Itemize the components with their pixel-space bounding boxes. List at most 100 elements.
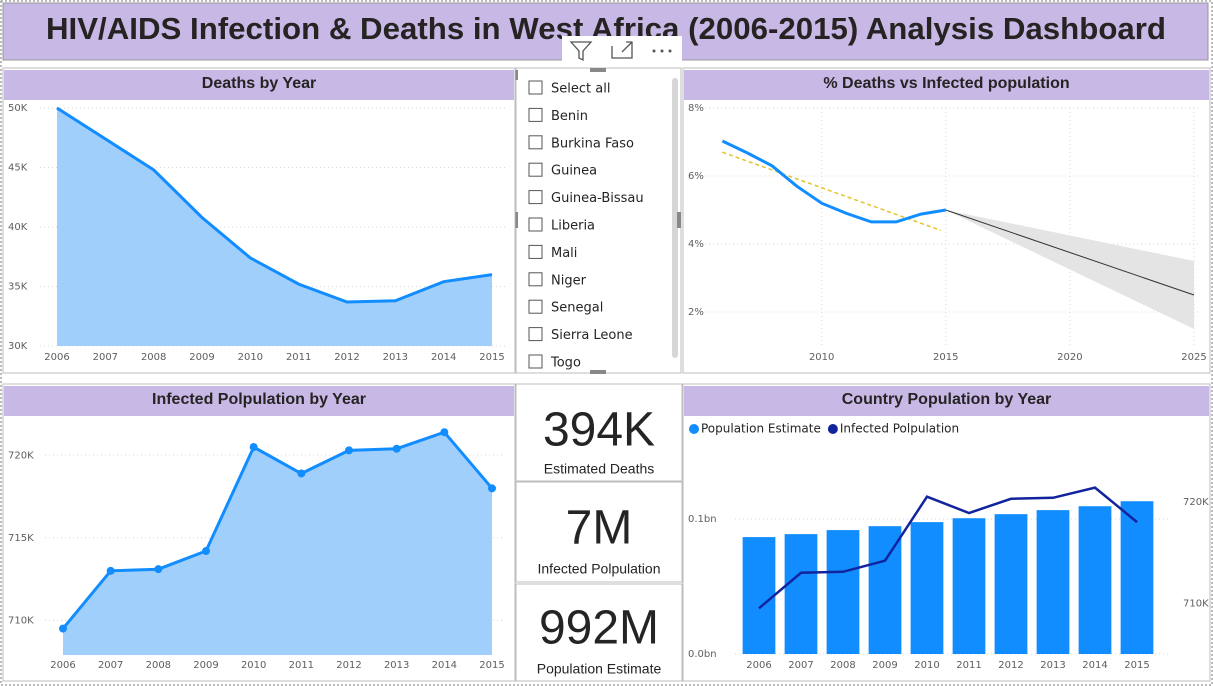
x-tick-label: 2013 [383, 352, 408, 363]
x-tick-label: 2015 [1124, 660, 1149, 671]
resize-handle[interactable] [590, 370, 606, 374]
x-tick-label: 2011 [956, 660, 981, 671]
panel [682, 67, 1211, 374]
x-tick-label: 2007 [788, 660, 813, 671]
x-tick-label: 2014 [432, 660, 457, 671]
focus-icon[interactable] [611, 41, 633, 59]
legend-label: Infected Polpulation [840, 422, 959, 436]
slicer-checkbox[interactable] [528, 244, 543, 259]
slicer-item[interactable]: Niger [551, 273, 587, 288]
slicer-checkbox[interactable] [528, 272, 543, 287]
bar [1120, 501, 1154, 654]
slicer-panel [515, 67, 682, 374]
y-tick-label: 710K [8, 615, 34, 626]
slicer-item[interactable]: Select all [551, 82, 610, 97]
resize-handle[interactable] [590, 68, 606, 72]
marker [488, 484, 496, 493]
x-tick-label: 2015 [479, 352, 504, 363]
x-tick-label: 2009 [872, 660, 897, 671]
y-tick-label: 40K [8, 222, 28, 233]
bar [868, 526, 902, 654]
legend-label: Population Estimate [701, 422, 821, 436]
x-tick-label: 2014 [1082, 660, 1107, 671]
card-label: Infected Polpulation [538, 561, 661, 577]
y2-tick-label: 710K [1183, 598, 1209, 609]
x-tick-label: 2010 [241, 660, 266, 671]
slicer-checkbox[interactable] [528, 135, 543, 150]
slicer-item[interactable]: Togo [550, 356, 581, 371]
slicer-item[interactable]: Mali [551, 246, 577, 261]
y-tick-label: 30K [8, 341, 28, 352]
card-value: 394K [543, 404, 655, 457]
bar [994, 514, 1028, 654]
marker [249, 443, 258, 452]
panel-title: Infected Polpulation by Year [152, 391, 366, 408]
resize-handle[interactable] [514, 70, 518, 80]
card-panel [515, 383, 683, 482]
bar [1078, 506, 1112, 654]
card-label: Population Estimate [537, 661, 662, 677]
y-tick-label: 50K [8, 103, 28, 114]
x-tick-label: 2015 [933, 352, 958, 363]
panel-header [684, 70, 1209, 100]
bar [1036, 510, 1070, 654]
x-tick-label: 2009 [189, 352, 214, 363]
visual-toolbar [562, 36, 682, 66]
x-tick-label: 2012 [998, 660, 1023, 671]
trend-line [722, 151, 942, 232]
marker [392, 444, 401, 453]
x-tick-label: 2009 [193, 660, 218, 671]
slicer-checkbox[interactable] [528, 299, 543, 314]
x-tick-label: 2010 [914, 660, 939, 671]
y-tick-label: 6% [688, 171, 704, 182]
slicer-item[interactable]: Benin [551, 109, 588, 124]
slicer-checkbox[interactable] [528, 162, 543, 177]
slicer-item[interactable]: Liberia [551, 219, 595, 234]
marker [345, 446, 353, 455]
card-panel [515, 583, 683, 682]
slicer-checkbox[interactable] [528, 327, 543, 342]
filter-icon[interactable] [569, 41, 593, 62]
panel-header [684, 386, 1209, 416]
x-tick-label: 2025 [1181, 352, 1206, 363]
slicer-checkbox[interactable] [528, 217, 543, 232]
card-label: Estimated Deaths [544, 461, 655, 477]
panel-title: % Deaths vs Infected population [823, 75, 1069, 92]
slicer-item[interactable]: Burkina Faso [551, 136, 634, 151]
x-tick-label: 2010 [238, 352, 263, 363]
y-tick-label: 2% [688, 307, 704, 318]
slicer-checkbox[interactable] [528, 190, 543, 205]
y-tick-label: 35K [8, 282, 28, 293]
marker [297, 469, 306, 478]
x-tick-label: 2012 [334, 352, 359, 363]
slicer-checkbox[interactable] [528, 107, 543, 122]
x-tick-label: 2006 [44, 352, 69, 363]
bar [784, 534, 818, 654]
slicer-scrollbar[interactable] [672, 78, 678, 358]
y-tick-label: 8% [688, 103, 704, 114]
x-tick-label: 2011 [286, 352, 311, 363]
panel-header [4, 386, 514, 416]
x-tick-label: 2020 [1057, 352, 1082, 363]
x-tick-label: 2014 [431, 352, 456, 363]
legend-marker [827, 424, 838, 434]
area-fill [63, 432, 492, 655]
forecast-band [945, 210, 1194, 329]
slicer-item[interactable]: Sierra Leone [551, 328, 633, 343]
slicer-item[interactable]: Guinea-Bissau [551, 191, 644, 206]
x-tick-label: 2015 [479, 660, 504, 671]
slicer-checkbox[interactable] [528, 80, 543, 95]
slicer-item[interactable]: Guinea [551, 164, 597, 179]
resize-handle[interactable] [514, 212, 518, 228]
slicer-checkbox[interactable] [528, 354, 543, 369]
line [61, 430, 494, 630]
y-tick-label: 715K [8, 533, 34, 544]
marker [202, 547, 210, 556]
marker [440, 428, 449, 437]
resize-handle[interactable] [677, 212, 681, 228]
more-options-icon[interactable] [652, 49, 672, 53]
slicer-item[interactable]: Senegal [551, 301, 603, 316]
legend-marker [689, 424, 699, 434]
